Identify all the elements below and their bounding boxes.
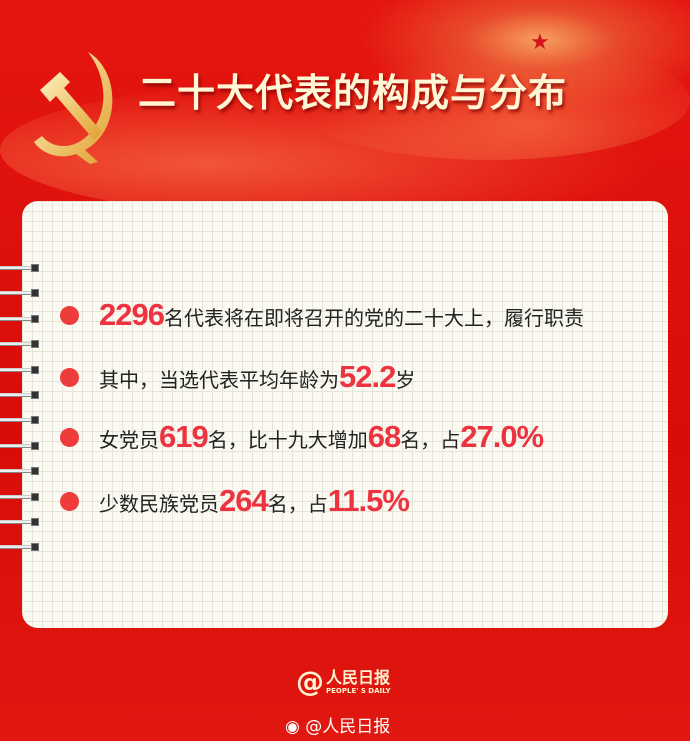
star-icon: ★: [530, 30, 550, 55]
page-title: 二十大代表的构成与分布: [138, 71, 568, 115]
logo-at: @: [296, 665, 324, 698]
highlight-number: 11.5%: [327, 483, 410, 518]
fact-line: 少数民族党员 264 名，占 11.5%: [60, 483, 410, 519]
fact-line: 女党员 619 名，比十九大增加 68 名，占 27.0%: [60, 419, 544, 455]
fact-text: 名，比十九大增加: [207, 428, 368, 452]
fact-text: 岁: [395, 368, 416, 392]
spiral-ring: [0, 264, 40, 272]
spiral-ring: [0, 391, 40, 399]
weibo-icon: ◉: [285, 717, 300, 737]
spiral-ring: [0, 365, 40, 374]
fact-line: 其中，当选代表平均年龄为 52.2 岁: [60, 359, 415, 395]
notebook-card: 2296 名代表将在即将召开的党的二十大上，履行职责 其中，当选代表平均年龄为 52.…: [0, 201, 668, 628]
spiral-ring: [0, 289, 40, 298]
logo-cn: 人民日报: [326, 667, 391, 687]
bullet-dot: [60, 367, 79, 387]
fact-text: 少数民族党员: [99, 492, 219, 516]
spiral-ring: [0, 416, 40, 425]
logo-en: PEOPLE' S DAILY: [326, 686, 391, 695]
background-wave: [290, 40, 690, 160]
bullet-dot: [60, 305, 79, 325]
spiral-ring: [0, 314, 40, 323]
spiral-ring: [0, 543, 40, 552]
highlight-number: 619: [159, 419, 209, 454]
hammer-sickle-icon: [34, 52, 113, 164]
fact-text: 名，占: [400, 428, 461, 452]
highlight-number: 27.0%: [460, 419, 544, 454]
highlight-number: 68: [367, 419, 401, 454]
fact-text: 名，占: [267, 492, 328, 516]
weibo-watermark: ◉ @人民日报: [285, 712, 390, 737]
fact-line: 2296 名代表将在即将召开的党的二十大上，履行职责: [60, 297, 584, 333]
highlight-number: 52.2: [339, 359, 396, 394]
spiral-ring: [0, 340, 40, 349]
fact-text: 女党员: [99, 428, 159, 452]
spiral-ring: [0, 441, 40, 450]
highlight-number: 264: [219, 483, 269, 518]
fact-text: 名代表将在即将召开的党的二十大上，履行职责: [163, 306, 584, 330]
bullet-dot: [60, 427, 79, 447]
spiral-ring: [0, 467, 40, 476]
fact-text: 其中，当选代表平均年龄为: [99, 368, 339, 392]
spiral-ring: [0, 518, 40, 526]
bullet-dot: [60, 491, 79, 511]
highlight-number: 2296: [99, 297, 165, 332]
spiral-ring: [0, 492, 40, 501]
peoples-daily-logo: @ 人民日报 PEOPLE' S DAILY: [296, 666, 391, 698]
weibo-handle: @人民日报: [305, 717, 391, 737]
